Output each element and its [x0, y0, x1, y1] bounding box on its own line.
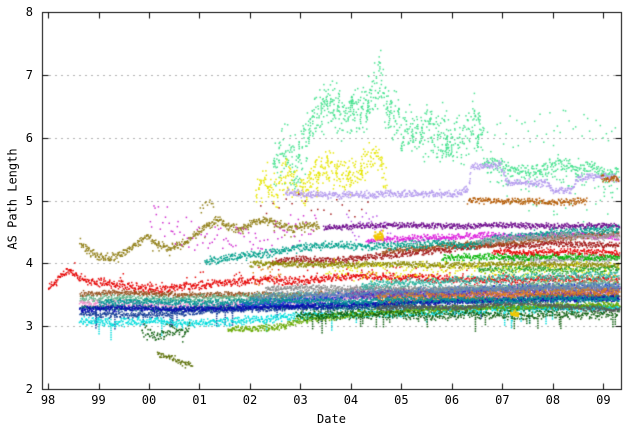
x-tick-label: 98	[40, 393, 56, 407]
x-tick-label: 08	[545, 393, 561, 407]
x-tick-label: 01	[192, 393, 207, 407]
y-tick-label: 2	[25, 382, 33, 396]
x-tick-label: 99	[91, 393, 106, 407]
x-tick-label: 03	[293, 393, 308, 407]
y-tick-label: 5	[25, 193, 33, 208]
x-tick-label: 00	[141, 393, 157, 407]
y-tick-label: 3	[25, 319, 33, 334]
y-axis-title: AS Path Length	[5, 148, 20, 250]
x-tick-label: 04	[343, 393, 359, 407]
y-axis-tick-labels: 2 3 4 5 6 7 8	[0, 0, 36, 431]
x-axis-title: Date	[317, 412, 346, 426]
x-tick-label: 09	[596, 393, 611, 407]
x-tick-label: 05	[394, 393, 409, 407]
x-tick-label: 02	[242, 393, 258, 407]
y-tick-label: 6	[25, 130, 33, 145]
y-tick-label: 7	[25, 67, 33, 82]
y-tick-label: 4	[25, 256, 33, 271]
x-axis-tick-labels: 98 99 00 01 02 03 04 05 06 07 08 09	[0, 394, 640, 408]
y-tick-label: 8	[25, 5, 33, 19]
x-tick-label: 06	[444, 393, 460, 407]
x-tick-label: 07	[495, 393, 510, 407]
